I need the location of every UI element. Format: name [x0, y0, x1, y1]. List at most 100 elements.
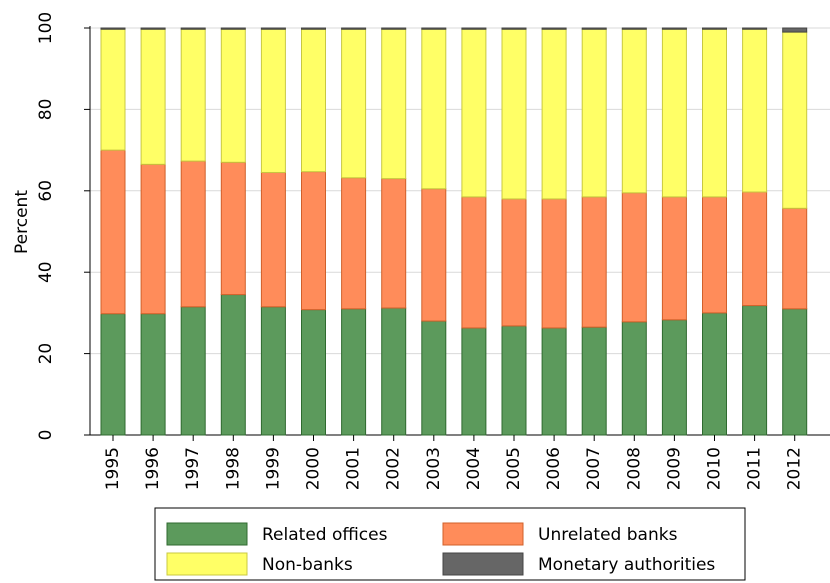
legend-label: Non-banks — [262, 555, 353, 575]
bar-segment — [381, 178, 407, 309]
y-axis-label: Percent — [12, 190, 32, 254]
bar-segment — [220, 294, 246, 436]
bar-segment — [220, 28, 246, 163]
x-tick-label: 2005 — [504, 447, 524, 490]
y-tick-label: 0 — [36, 430, 56, 441]
x-tick-label: 2008 — [624, 447, 644, 490]
legend-swatch — [166, 522, 248, 546]
bar-segment — [581, 28, 607, 198]
bar-segment — [301, 309, 326, 436]
y-tick-label: 60 — [36, 180, 56, 202]
bar-segment — [661, 27, 687, 30]
bar-segment — [421, 28, 447, 190]
bar-segment — [301, 27, 326, 30]
bar-segment — [301, 171, 326, 311]
bar-segment — [541, 327, 567, 436]
bar-segment — [621, 27, 647, 30]
bar-segment — [742, 191, 768, 307]
x-tick-label: 2002 — [384, 447, 404, 490]
bar-segment — [220, 161, 246, 296]
bar-segment — [661, 28, 687, 198]
bar-segment — [341, 28, 367, 179]
bar-segment — [301, 28, 326, 173]
x-tick-label: 2006 — [544, 447, 564, 490]
bar-segment — [140, 28, 166, 165]
x-tick-label: 1997 — [183, 447, 203, 490]
bar-segment — [501, 27, 527, 30]
bar-segment — [180, 27, 206, 30]
x-tick-label: 1999 — [263, 447, 283, 490]
bar-segment — [100, 28, 126, 151]
bar-segment — [100, 149, 126, 315]
bar-segment — [702, 27, 727, 30]
x-tick-label: 2001 — [344, 447, 364, 490]
bar-segment — [782, 31, 808, 209]
bar-segment — [661, 319, 687, 436]
bar-segment — [581, 196, 607, 328]
legend-swatch — [442, 552, 524, 576]
bar-segment — [421, 320, 447, 436]
bar-segment — [421, 188, 447, 322]
bar-segment — [501, 325, 527, 436]
legend-label: Unrelated banks — [538, 525, 678, 545]
bar-segment — [461, 28, 487, 198]
bar-segment — [461, 196, 487, 329]
bar-segment — [100, 313, 126, 436]
bar-segment — [501, 28, 527, 200]
bar-segment — [621, 192, 647, 323]
legend-label: Related offices — [262, 525, 388, 545]
legend-label: Monetary authorities — [538, 555, 715, 575]
x-tick-label: 1995 — [103, 447, 123, 490]
bar-segment — [702, 196, 727, 314]
bar-segment — [581, 326, 607, 436]
bar-segment — [140, 313, 166, 436]
x-tick-label: 2012 — [785, 447, 805, 490]
bar-segment — [581, 27, 607, 30]
bar-segment — [621, 321, 647, 436]
bar-segment — [381, 307, 407, 436]
bar-segment — [742, 28, 768, 193]
x-tick-label: 2010 — [705, 447, 725, 490]
bar-segment — [742, 27, 768, 30]
y-tick-label: 80 — [36, 99, 56, 121]
y-tick-label: 20 — [36, 343, 56, 365]
bar-segment — [541, 198, 567, 329]
bar-segment — [260, 306, 286, 436]
bar-segment — [782, 207, 808, 310]
bar-segment — [180, 28, 206, 162]
x-tick-label: 1998 — [223, 447, 243, 490]
bar-segment — [260, 171, 286, 308]
bar-segment — [501, 198, 527, 327]
bar-segment — [341, 27, 367, 30]
bar-segment — [260, 28, 286, 173]
legend-swatch — [442, 522, 524, 546]
bar-segment — [702, 312, 727, 436]
bar-segment — [220, 27, 246, 30]
bar-segment — [461, 327, 487, 436]
bar-segment — [541, 27, 567, 30]
x-tick-label: 2000 — [304, 447, 324, 490]
bar-segment — [381, 27, 407, 30]
bar-segment — [100, 27, 126, 30]
legend-swatch — [166, 552, 248, 576]
bar-segment — [621, 28, 647, 194]
x-tick-label: 2003 — [424, 447, 444, 490]
bar-segment — [461, 27, 487, 30]
bar-segment — [742, 305, 768, 436]
bar-segment — [381, 28, 407, 180]
x-tick-label: 2009 — [664, 447, 684, 490]
bar-segment — [341, 177, 367, 310]
x-tick-label: 1996 — [143, 447, 163, 490]
x-tick-label: 2007 — [584, 447, 604, 490]
x-tick-label: 2004 — [464, 447, 484, 490]
bar-segment — [782, 308, 808, 436]
bar-segment — [421, 27, 447, 30]
bar-segment — [341, 308, 367, 436]
bar-segment — [702, 28, 727, 198]
bar-segment — [782, 27, 808, 33]
bar-segment — [260, 27, 286, 30]
bar-segment — [180, 160, 206, 308]
bar-segment — [140, 27, 166, 30]
x-tick-label: 2011 — [745, 447, 765, 490]
